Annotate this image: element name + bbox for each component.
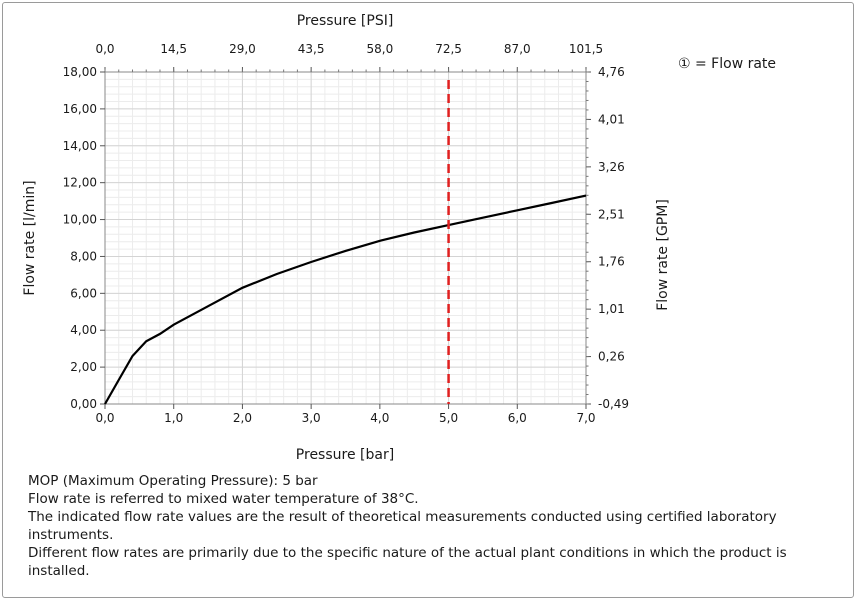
note-mop: MOP (Maximum Operating Pressure): 5 bar — [28, 473, 318, 489]
x-top-tick-label: 29,0 — [229, 42, 256, 56]
y-tick-label: 6,00 — [70, 286, 97, 300]
grid — [105, 72, 586, 404]
x-tick-label: 3,0 — [302, 411, 321, 425]
y-right-tick-label: 4,01 — [598, 112, 625, 126]
note-measurement: The indicated flow rate values are the r… — [28, 509, 777, 543]
y-right-tick-label: 3,26 — [598, 160, 625, 174]
y-tick-label: 10,00 — [63, 213, 97, 227]
x-top-tick-label: 101,5 — [569, 42, 603, 56]
note-temperature: Flow rate is referred to mixed water tem… — [28, 491, 419, 507]
flow-rate-line — [104, 194, 587, 405]
tick-labels: 0,0 1,0 2,0 3,0 4,0 5,0 6,0 7,0 0,0 14,5 29,0 43,5 5… — [63, 42, 629, 425]
legend-entry: ① = Flow rate — [678, 56, 776, 72]
y-axis-title-left: Flow rate [l/min] — [22, 180, 38, 295]
tick-marks — [100, 67, 591, 409]
x-tick-label: 2,0 — [233, 411, 252, 425]
x-axis-title-top: Pressure [PSI] — [297, 13, 394, 29]
x-axis-title-bottom: Pressure [bar] — [296, 447, 394, 463]
x-top-tick-label: 14,5 — [160, 42, 187, 56]
x-top-tick-label: 72,5 — [435, 42, 462, 56]
y-tick-label: 16,00 — [63, 102, 97, 116]
notes: MOP (Maximum Operating Pressure): 5 bar … — [28, 472, 828, 580]
x-top-tick-label: 87,0 — [504, 42, 531, 56]
plot-area-border — [104, 71, 587, 405]
flow-rate-chart: 0,0 1,0 2,0 3,0 4,0 5,0 6,0 7,0 0,0 14,5 29,0 43,5 5… — [22, 13, 776, 463]
y-right-tick-label: 0,26 — [598, 350, 625, 364]
x-top-tick-label: 43,5 — [298, 42, 325, 56]
x-tick-label: 0,0 — [95, 411, 114, 425]
note-conditions: Different flow rates are primarily due t… — [28, 545, 787, 579]
y-tick-label: 0,00 — [70, 397, 97, 411]
y-tick-label: 2,00 — [70, 360, 97, 374]
y-right-tick-label: 4,76 — [598, 65, 625, 79]
y-right-tick-label: 1,01 — [598, 302, 625, 316]
y-tick-label: 18,00 — [63, 65, 97, 79]
y-right-tick-label: 2,51 — [598, 207, 625, 221]
y-axis-title-right: Flow rate [GPM] — [655, 199, 671, 311]
y-tick-label: 12,00 — [63, 176, 97, 190]
x-tick-label: 7,0 — [576, 411, 595, 425]
y-right-tick-label: -0,49 — [598, 397, 629, 411]
x-tick-label: 1,0 — [164, 411, 183, 425]
x-tick-label: 6,0 — [508, 411, 527, 425]
x-top-tick-label: 0,0 — [95, 42, 114, 56]
x-top-tick-label: 58,0 — [366, 42, 393, 56]
x-tick-label: 5,0 — [439, 411, 458, 425]
x-tick-label: 4,0 — [370, 411, 389, 425]
y-tick-label: 14,00 — [63, 139, 97, 153]
y-tick-label: 4,00 — [70, 323, 97, 337]
y-tick-label: 8,00 — [70, 249, 97, 263]
y-right-tick-label: 1,76 — [598, 255, 625, 269]
